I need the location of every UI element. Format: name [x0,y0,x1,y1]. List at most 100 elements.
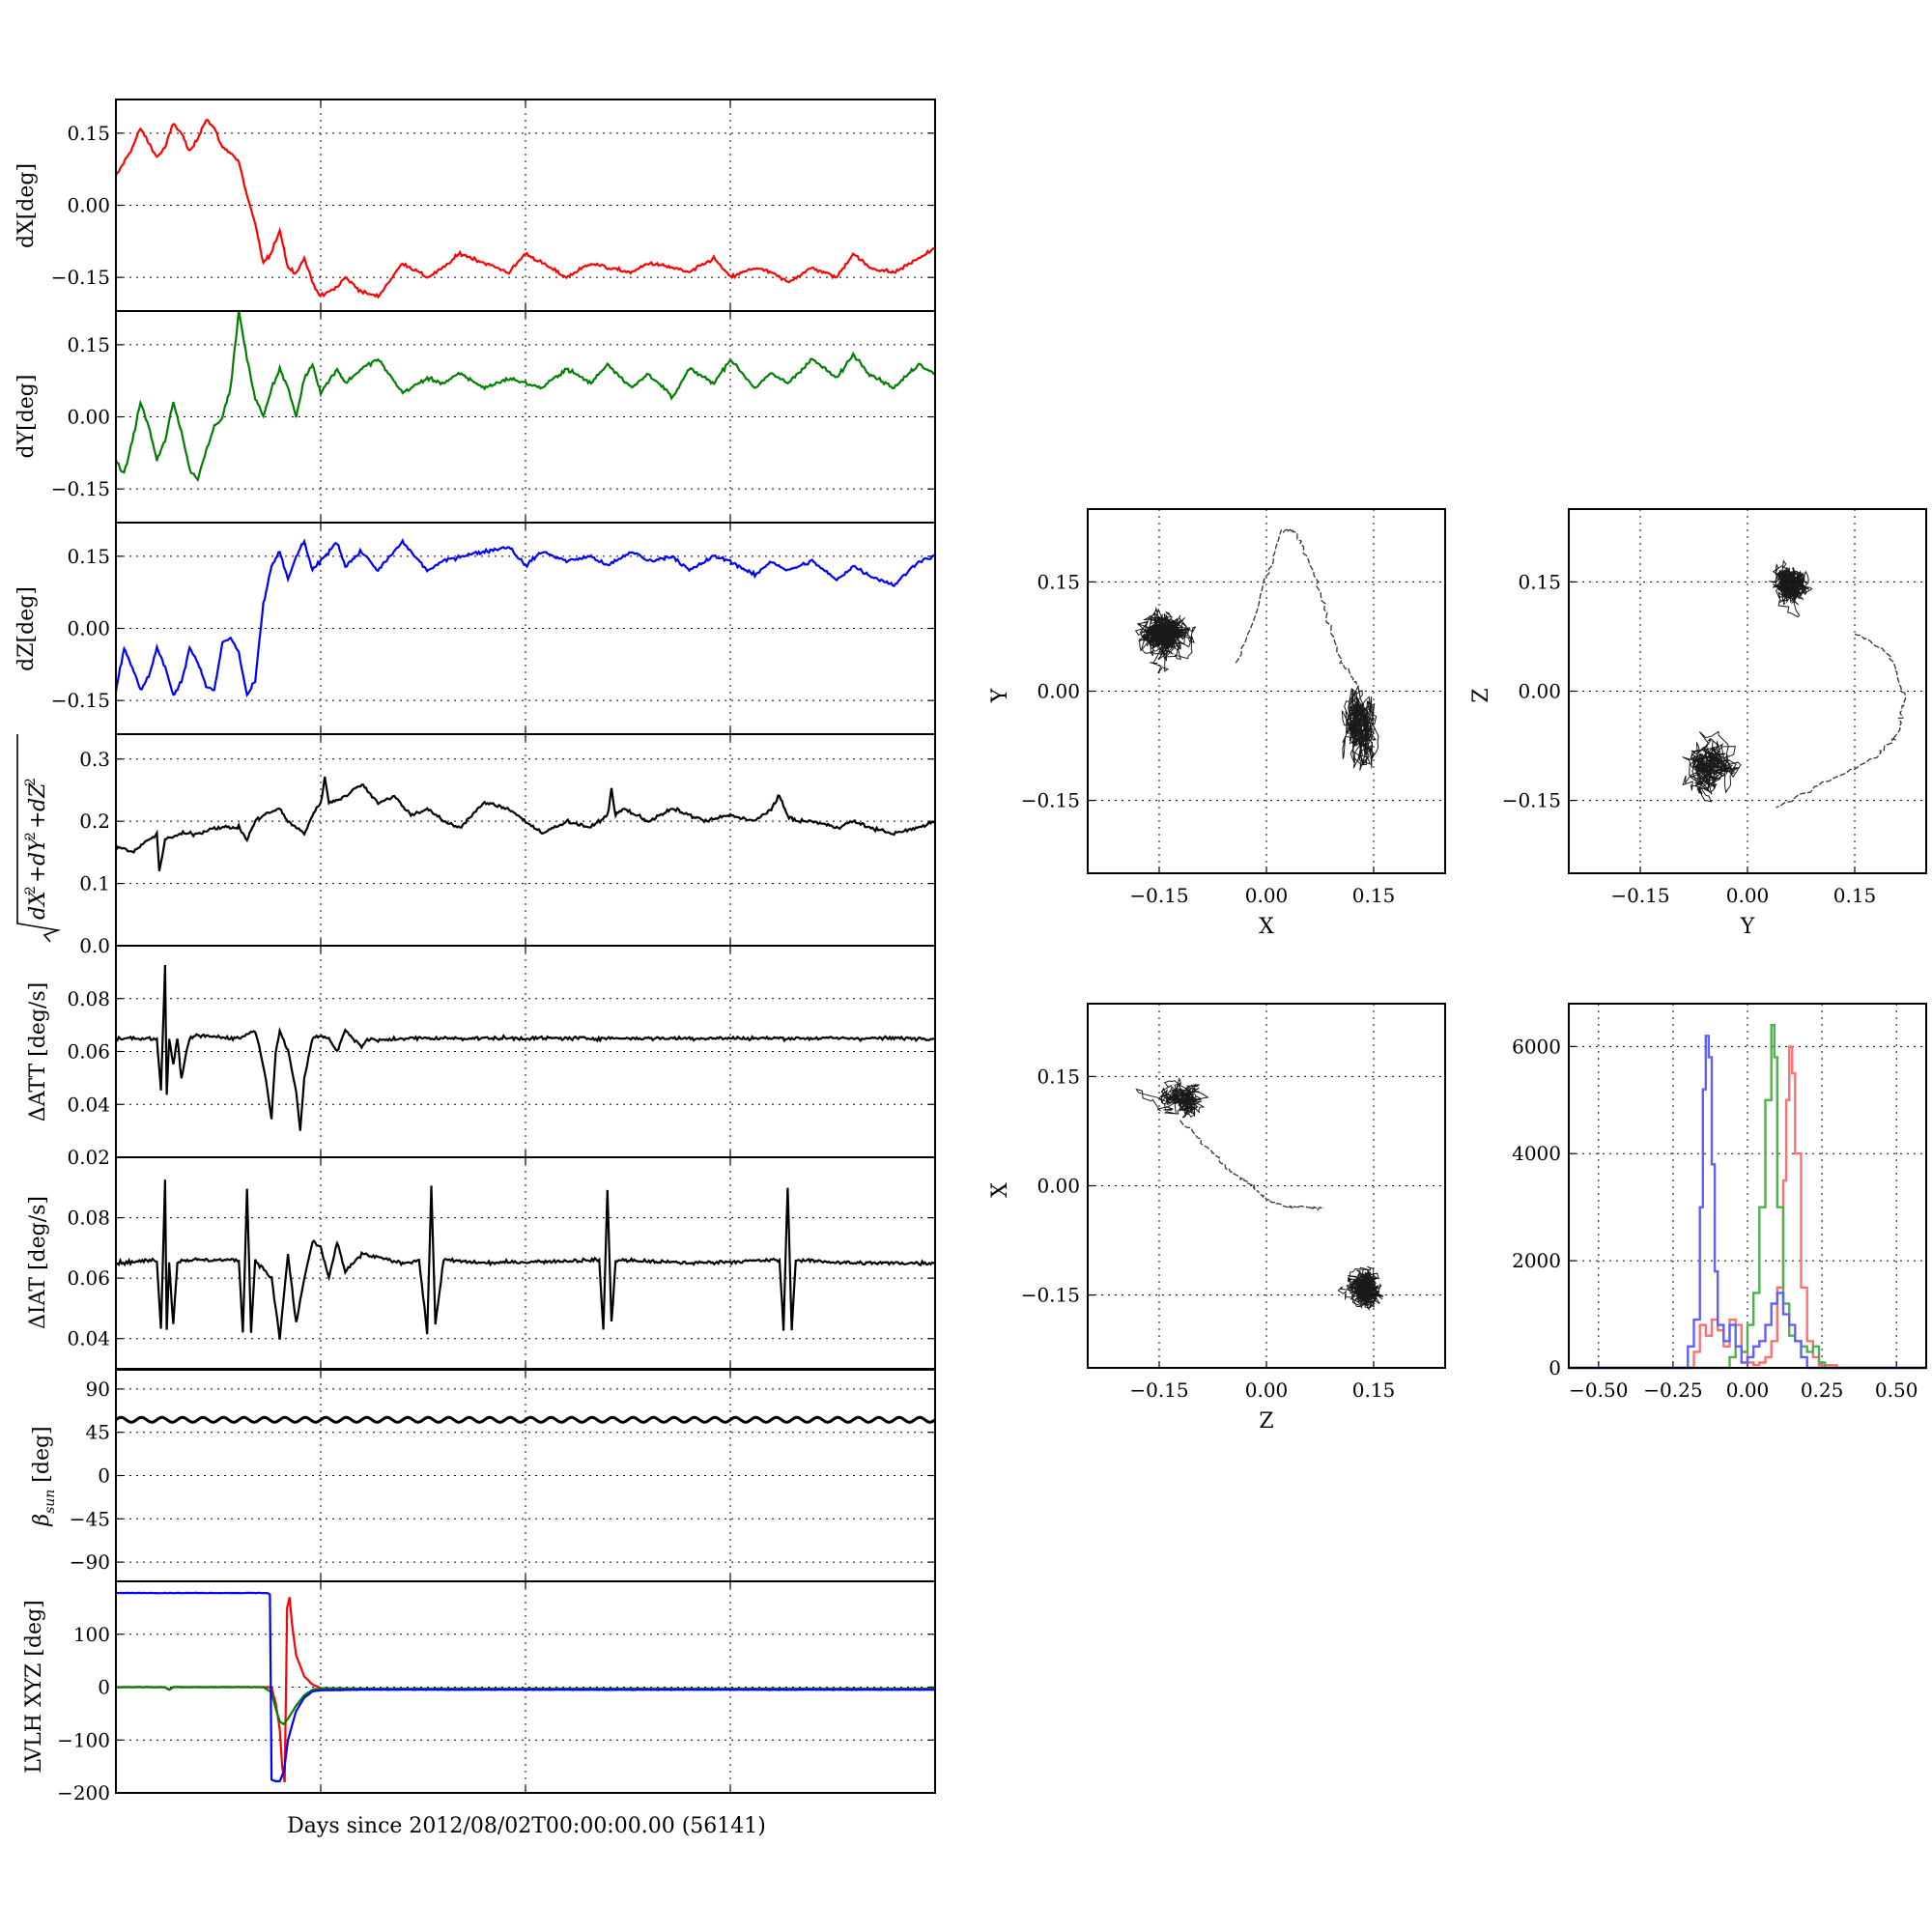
beta-ytick-label-0: 90 [86,1378,110,1401]
panel-lvlh: LVLH XYZ [deg] 100 0 −100 −200 [22,1580,936,1804]
xy-xtick-label-0: −0.15 [1129,884,1188,907]
shared-xlabel: Days since 2012/08/02T00:00:00.00 (56141… [287,1814,766,1838]
ylabel-zx: X [988,1182,1012,1198]
dy-ytick-label-1: 0.00 [67,406,110,429]
dy-ytick-label-0: 0.15 [67,333,110,356]
diat-ytick-label-1: 0.06 [67,1266,110,1290]
ylabel-dz: dZ[deg] [14,586,39,671]
xy-cluster-1 [1341,684,1379,771]
yz-xtick-label-1: 0.00 [1726,884,1770,907]
dz-ytick-label-1: 0.00 [67,617,110,640]
svg-text:dX: dX [26,890,50,920]
hist-ytick-label-2: 2000 [1512,1249,1561,1272]
hist-xtick-label-0: −0.50 [1569,1378,1628,1402]
lvlh-frame [115,1580,936,1794]
hist-series-0 [1569,1045,1926,1370]
mag-frame [115,733,936,947]
hist-ytick-label-1: 4000 [1512,1142,1561,1165]
dx-ytick-label-1: 0.00 [67,194,110,217]
beta-ytick-label-2: 0 [98,1464,110,1488]
dx-ytick-label-2: −0.15 [51,266,110,289]
beta-ytick-label-4: −90 [70,1550,110,1574]
zx-ytick-label-2: 0.15 [1037,1065,1080,1088]
mag-ytick-label-0: 0.3 [79,748,110,771]
datt-ytick-label-1: 0.06 [67,1040,110,1064]
lvlh-series-2 [116,1591,935,1783]
hist-ytick-label-3: 0 [1548,1356,1561,1379]
hist-xtick-label-3: 0.25 [1801,1378,1844,1402]
svg-text:+: + [26,811,50,829]
ylabel-delta-att: ΔATT [deg/s] [26,982,50,1122]
panel-dx: dX[deg] 0.15 0.00 −0.15 [14,99,936,312]
left-panel-stack: dX[deg] 0.150.00−0.15 dY[deg] 0.150.00−0… [14,99,936,1838]
ylabel-dx: dX[deg] [14,163,39,248]
svg-text:2: 2 [23,886,39,895]
ylabel-delta-iat: ΔIAT [deg/s] [26,1196,50,1329]
yz-xtick-label-0: −0.15 [1610,884,1669,907]
panel-delta-iat: ΔIAT [deg/s] 0.08 0.06 0.04 [26,1156,936,1370]
scatter-yz: Y Z −0.15 −0.15 0.00 0.00 0.15 0.15 [1469,508,1927,939]
svg-text:+: + [26,866,50,883]
zx-cluster-0 [1337,1265,1384,1311]
xy-ytick-label-0: −0.15 [1021,789,1080,812]
ylabel-beta-sun: βsun [deg] [30,1426,58,1526]
scatter-zx: Z X −0.15 −0.15 0.00 0.00 0.15 0.15 [988,1003,1446,1434]
panel-magnitude: dX 2 + dY 2 + dZ 2 0.3 0.2 0.1 0.0 [16,733,936,957]
zx-xtick-label-0: −0.15 [1129,1378,1188,1402]
hist-xtick-label-1: −0.25 [1643,1378,1702,1402]
yz-ytick-label-2: 0.15 [1518,570,1561,593]
ylabel-magnitude: dX 2 + dY 2 + dZ 2 [16,734,62,943]
ylabel-yz: Z [1469,688,1493,702]
xy-xtick-label-1: 0.00 [1245,884,1289,907]
zx-ytick-label-0: −0.15 [1021,1284,1080,1307]
xy-cluster-0 [1134,607,1197,674]
panel-delta-att: ΔATT [deg/s] 0.08 0.06 0.04 0.02 [26,945,936,1169]
datt-ytick-label-3: 0.02 [67,1146,110,1169]
ylabel-lvlh: LVLH XYZ [deg] [22,1600,46,1774]
lvlh-ytick-label-2: −100 [57,1728,110,1751]
yz-ytick-label-0: −0.15 [1502,789,1561,812]
dz-ytick-label-0: 0.15 [67,545,110,568]
diat-series-0 [116,1179,935,1340]
yz-cluster-1 [1682,730,1742,803]
mag-ytick-label-3: 0.0 [79,934,110,957]
panel-beta-sun: βsun [deg] 90 45 0 −45 −90 [30,1369,936,1582]
zx-cluster-1 [1135,1076,1209,1119]
xy-xtick-label-2: 0.15 [1352,884,1396,907]
zx-transition-path [1179,1120,1324,1212]
hist-frame [1568,1003,1927,1369]
dz-ytick-label-2: −0.15 [51,689,110,712]
mag-ytick-label-1: 0.2 [79,810,110,833]
dx-ytick-label-0: 0.15 [67,122,110,145]
beta-series-0 [116,1415,935,1424]
yz-xtick-label-2: 0.15 [1833,884,1877,907]
diat-ytick-label-2: 0.04 [67,1327,110,1350]
beta-ytick-label-1: 45 [86,1421,110,1444]
hist-series-2 [1569,1035,1926,1370]
yz-cluster-0 [1768,559,1813,618]
dz-series-0 [116,537,935,697]
hist-xtick-label-2: 0.00 [1726,1378,1770,1402]
zx-frame [1087,1003,1446,1369]
svg-text:dZ: dZ [26,782,50,811]
lvlh-ytick-label-0: 100 [73,1623,110,1646]
yz-ytick-label-1: 0.00 [1518,680,1561,703]
hist-xtick-label-4: 0.50 [1875,1378,1918,1402]
dx-series-0 [116,118,935,299]
panel-dy: dY[deg] 0.15 0.00 −0.15 [14,310,936,524]
yz-frame [1568,508,1927,874]
ylabel-xy: Y [988,688,1012,703]
xy-frame [1087,508,1446,874]
xy-ytick-label-2: 0.15 [1037,570,1080,593]
svg-text:2: 2 [23,832,39,840]
ylabel-dy: dY[deg] [14,375,39,459]
svg-text:dY: dY [26,836,50,866]
datt-ytick-label-2: 0.04 [67,1093,110,1116]
mag-ytick-label-2: 0.1 [79,872,110,895]
datt-ytick-label-0: 0.08 [67,987,110,1010]
xlabel-yz: Y [1740,915,1755,939]
hist-ytick-label-0: 6000 [1512,1035,1561,1058]
zx-xtick-label-1: 0.00 [1245,1378,1289,1402]
zx-ytick-label-1: 0.00 [1037,1175,1080,1198]
